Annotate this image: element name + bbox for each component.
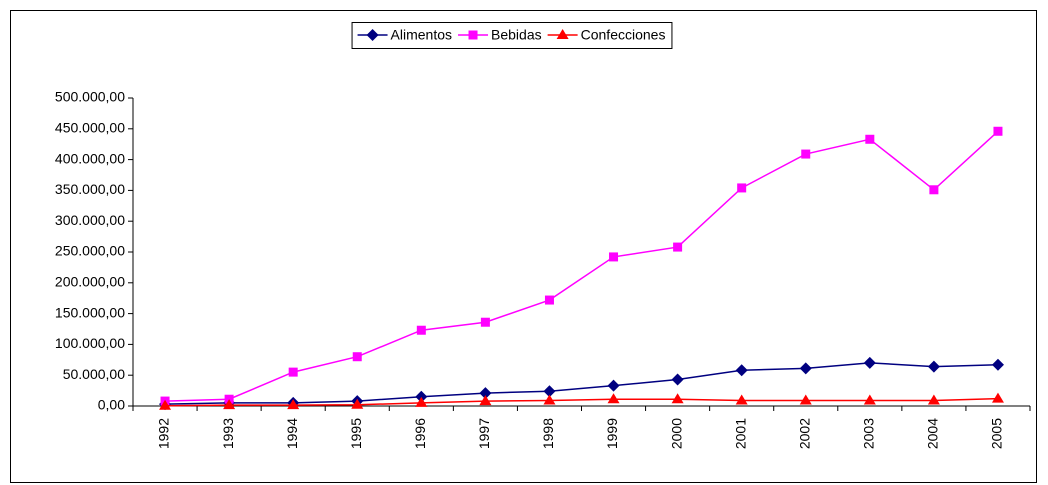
marker <box>735 394 748 405</box>
series-line <box>165 362 998 405</box>
marker <box>799 362 812 375</box>
marker <box>415 396 428 407</box>
marker <box>607 393 620 404</box>
y-tick-label: 300.000,00 <box>55 212 125 228</box>
marker <box>673 242 683 252</box>
legend-label: Alimentos <box>391 27 452 43</box>
marker <box>352 352 362 362</box>
x-tick-label: 1997 <box>476 418 492 449</box>
x-tick-label: 1998 <box>540 418 556 449</box>
y-tick-label: 450.000,00 <box>55 120 125 136</box>
y-tick-label: 150.000,00 <box>55 304 125 320</box>
marker <box>991 358 1004 371</box>
legend-box <box>351 22 673 49</box>
marker <box>479 387 492 400</box>
x-tick-label: 1993 <box>220 418 236 449</box>
x-tick-label: 1996 <box>412 418 428 449</box>
marker <box>159 399 172 410</box>
x-tick-label: 1994 <box>284 418 300 449</box>
marker <box>415 390 428 403</box>
marker <box>929 185 939 195</box>
series-line <box>165 130 999 402</box>
x-tick-label: 2002 <box>796 418 812 449</box>
x-tick-label: 1999 <box>604 418 620 449</box>
y-tick-label: 350.000,00 <box>55 181 125 197</box>
marker <box>609 252 619 262</box>
y-tick-label: 400.000,00 <box>55 150 125 166</box>
x-tick-label: 2004 <box>925 418 941 449</box>
marker <box>479 395 492 406</box>
x-tick-label: 1992 <box>156 418 172 449</box>
legend-marker <box>366 29 379 41</box>
marker <box>927 394 940 405</box>
x-tick-label: 2005 <box>989 418 1005 449</box>
y-tick-label: 100.000,00 <box>55 335 125 351</box>
marker <box>737 183 747 193</box>
marker <box>671 373 684 386</box>
marker <box>927 360 940 373</box>
marker <box>863 356 876 369</box>
marker <box>607 379 620 392</box>
y-tick-label: 500.000,00 <box>55 89 125 105</box>
marker <box>865 134 875 144</box>
legend-marker <box>556 29 569 39</box>
chart-border <box>10 10 1037 483</box>
marker <box>799 394 812 405</box>
x-tick-label: 1995 <box>348 418 364 449</box>
y-tick-label: 250.000,00 <box>55 243 125 259</box>
marker <box>288 367 298 377</box>
marker <box>993 126 1003 136</box>
y-tick-label: 0,00 <box>98 397 125 413</box>
marker <box>801 149 811 159</box>
marker <box>480 317 490 327</box>
marker <box>223 399 236 410</box>
marker <box>544 295 554 305</box>
marker <box>416 325 426 335</box>
marker <box>543 385 556 398</box>
series-line <box>165 397 998 407</box>
y-tick-label: 200.000,00 <box>55 274 125 290</box>
x-tick-label: 2000 <box>668 418 684 449</box>
marker <box>863 394 876 405</box>
y-tick-label: 50.000,00 <box>63 366 125 382</box>
x-tick-label: 2001 <box>732 418 748 449</box>
marker <box>671 393 684 404</box>
marker <box>735 364 748 377</box>
x-tick-label: 2003 <box>861 418 877 449</box>
marker <box>991 392 1004 403</box>
legend-label: Confecciones <box>581 27 666 43</box>
marker <box>287 399 300 410</box>
legend-marker <box>468 30 478 40</box>
marker <box>351 398 364 409</box>
legend-label: Bebidas <box>491 27 542 43</box>
marker <box>543 394 556 405</box>
